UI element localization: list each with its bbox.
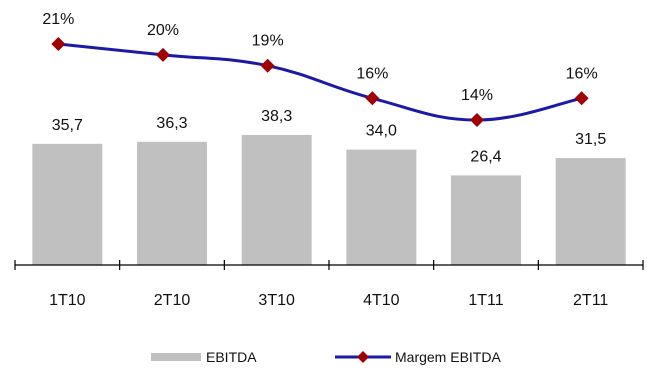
margem-point-1t11 bbox=[470, 113, 484, 127]
bar-label-1t10: 35,7 bbox=[52, 117, 83, 134]
margem-label-1t10: 21% bbox=[42, 11, 74, 28]
bar-1t10 bbox=[32, 143, 103, 265]
bar-2t11 bbox=[555, 158, 626, 265]
bar-3t10 bbox=[241, 135, 312, 265]
margem-point-2t11 bbox=[574, 91, 589, 106]
legend-label-ebitda: EBITDA bbox=[206, 349, 257, 365]
bar-labels-layer: 35,7 36,3 38,3 34,0 26,4 31,5 bbox=[52, 108, 607, 165]
x-tick-label-1t11: 1T11 bbox=[468, 292, 503, 309]
margem-point-4t10 bbox=[365, 91, 380, 106]
margem-ebitda-line bbox=[58, 42, 582, 122]
legend-swatch-ebitda bbox=[151, 353, 201, 361]
bar-label-2t11: 31,5 bbox=[575, 131, 606, 148]
margem-point-2t10 bbox=[156, 47, 170, 62]
margem-point-3t10 bbox=[260, 58, 275, 73]
bar-2t10 bbox=[137, 141, 207, 265]
bars-layer bbox=[32, 135, 626, 265]
x-tick-label-3t10: 3T10 bbox=[258, 292, 295, 309]
margem-label-2t11: 16% bbox=[566, 65, 598, 82]
bar-label-1t11: 26,4 bbox=[470, 148, 501, 165]
x-tick-label-2t10: 2T10 bbox=[154, 292, 191, 309]
x-tick-label-1t10: 1T10 bbox=[49, 292, 86, 309]
x-axis: 1T10 2T10 3T10 4T10 1T11 2T11 bbox=[14, 260, 644, 309]
legend-label-margem-ebitda: Margem EBITDA bbox=[395, 349, 501, 365]
margem-label-4t10: 16% bbox=[356, 65, 388, 82]
margem-point-1t10 bbox=[51, 37, 66, 51]
x-tick-label-4t10: 4T10 bbox=[363, 292, 400, 309]
bar-label-3t10: 38,3 bbox=[261, 108, 292, 125]
bar-label-2t10: 36,3 bbox=[156, 115, 187, 132]
margem-label-1t11: 14% bbox=[461, 87, 493, 104]
x-tick-label-2t11: 2T11 bbox=[573, 292, 608, 309]
margin-labels-layer: 21% 20% 19% 16% 14% 16% bbox=[42, 11, 597, 104]
margin-line-layer bbox=[51, 37, 589, 127]
bar-4t10 bbox=[346, 149, 417, 265]
bar-label-4t10: 34,0 bbox=[366, 123, 397, 140]
bar-1t11 bbox=[451, 175, 521, 265]
margem-label-3t10: 19% bbox=[252, 33, 284, 50]
legend-marker-margem-ebitda bbox=[357, 351, 369, 363]
margem-label-2t10: 20% bbox=[147, 22, 179, 39]
legend: EBITDA Margem EBITDA bbox=[151, 349, 501, 365]
